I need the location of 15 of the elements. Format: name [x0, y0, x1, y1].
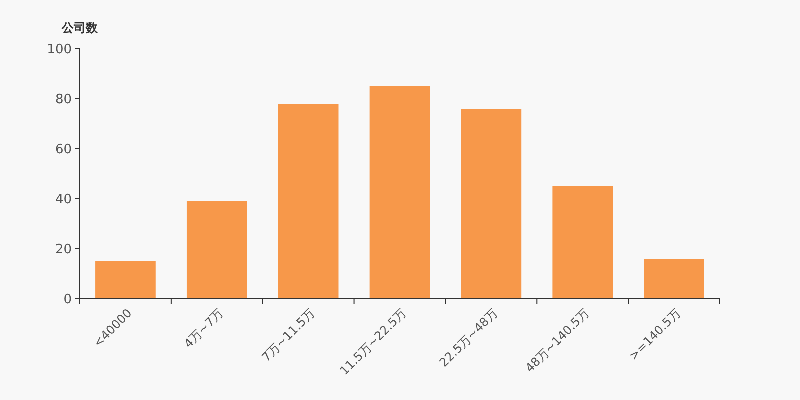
bar — [186, 202, 248, 299]
y-tick-label: 40 — [55, 192, 72, 208]
y-tick-label: 100 — [47, 42, 72, 58]
bar — [461, 109, 522, 299]
bar — [96, 262, 156, 299]
bar — [552, 186, 614, 299]
y-tick-label: 60 — [55, 142, 72, 158]
bar — [278, 104, 339, 299]
y-tick-label: 80 — [55, 92, 72, 108]
bar — [644, 259, 704, 299]
bar — [370, 86, 430, 299]
y-tick-label: 20 — [55, 242, 72, 258]
y-tick-label: 0 — [64, 292, 72, 308]
y-axis-title: 公司数 — [61, 21, 99, 35]
x-tick-label: 4万~7万 — [181, 306, 226, 351]
